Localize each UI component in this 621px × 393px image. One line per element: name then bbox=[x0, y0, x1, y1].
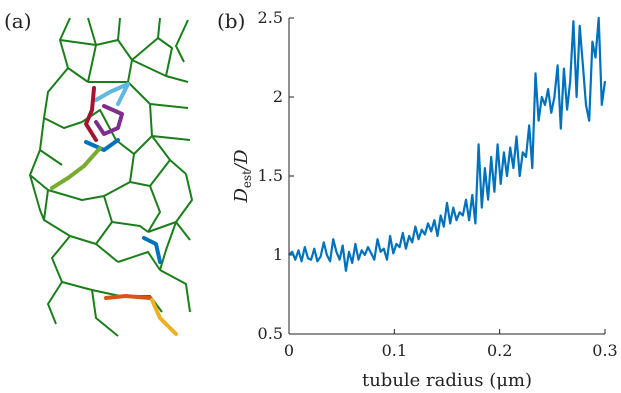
tubule-segment bbox=[59, 39, 119, 46]
tubule-segment bbox=[159, 221, 177, 271]
particle-trajectory bbox=[142, 236, 162, 264]
tubule-segment bbox=[149, 103, 191, 141]
tubule-segment bbox=[115, 135, 153, 155]
particle-trajectory bbox=[84, 86, 98, 142]
tubule-segment bbox=[131, 59, 189, 83]
tubule-segment bbox=[151, 135, 187, 175]
y-label-sub: est bbox=[240, 170, 254, 188]
tubule-segment bbox=[47, 189, 105, 201]
tubule-segment bbox=[88, 81, 189, 109]
x-tick-label: 0.2 bbox=[487, 341, 512, 360]
tubule-segment bbox=[43, 189, 71, 237]
x-tick-label: 0 bbox=[284, 341, 294, 360]
tubule-segment bbox=[87, 17, 97, 83]
panel-b-label: (b) bbox=[217, 9, 245, 33]
tubule-segment bbox=[117, 251, 161, 271]
particle-trajectory bbox=[84, 138, 120, 152]
tubule-segment bbox=[129, 159, 171, 187]
tubule-segment bbox=[147, 185, 161, 233]
panel-a-label: (a) bbox=[4, 9, 32, 33]
tubule-segment bbox=[47, 281, 63, 325]
y-tick-label: 1 bbox=[273, 245, 283, 264]
tubule-segment bbox=[69, 235, 119, 263]
tubule-segment bbox=[131, 37, 159, 61]
y-axis-label: Dest/D bbox=[231, 149, 254, 204]
tubule-segment bbox=[175, 19, 189, 63]
particle-trajectory bbox=[94, 104, 124, 136]
tubule-segment bbox=[61, 281, 121, 297]
y-tick-label: 2 bbox=[273, 87, 283, 106]
tubule-segment bbox=[59, 17, 89, 83]
y-label-main: D bbox=[231, 188, 252, 204]
tubule-segment bbox=[43, 67, 69, 119]
tubule-segment bbox=[43, 117, 83, 129]
particle-trajectory bbox=[150, 298, 178, 336]
x-axis-ticks: 0 0.1 0.2 0.3 bbox=[284, 329, 618, 360]
y-tick-label: 0.5 bbox=[258, 324, 283, 343]
series-line bbox=[288, 16, 607, 272]
tubule-segment bbox=[117, 17, 133, 83]
tubule-segment bbox=[159, 269, 191, 313]
particle-trajectory bbox=[50, 146, 102, 190]
particle-trajectory bbox=[94, 82, 130, 106]
x-tick-label: 0.3 bbox=[592, 341, 617, 360]
particle-trajectory bbox=[104, 294, 152, 300]
network-panel bbox=[29, 17, 193, 337]
y-tick-label: 2.5 bbox=[258, 8, 283, 27]
tubule-segment bbox=[147, 221, 191, 241]
y-tick-label: 1.5 bbox=[258, 166, 283, 185]
tubule-segment bbox=[103, 153, 135, 197]
tubule-segment bbox=[51, 235, 71, 283]
line-chart: 0.5 1 1.5 2 2.5 0 0.1 0.2 0.3 tubule radius (μm… bbox=[231, 8, 618, 391]
tubule-segment bbox=[111, 221, 149, 233]
particle-trajectories bbox=[50, 82, 178, 336]
tubule-segment bbox=[91, 289, 119, 337]
tubule-network bbox=[29, 17, 193, 337]
x-axis-label: tubule radius (μm) bbox=[362, 370, 532, 391]
tubule-segment bbox=[175, 173, 193, 223]
tubule-segment bbox=[29, 174, 45, 221]
tubule-segment bbox=[157, 17, 173, 77]
y-axis-ticks: 0.5 1 1.5 2 2.5 bbox=[258, 8, 294, 343]
x-tick-label: 0.1 bbox=[382, 341, 407, 360]
tubule-segment bbox=[95, 195, 113, 245]
y-label-tail: /D bbox=[231, 149, 252, 172]
